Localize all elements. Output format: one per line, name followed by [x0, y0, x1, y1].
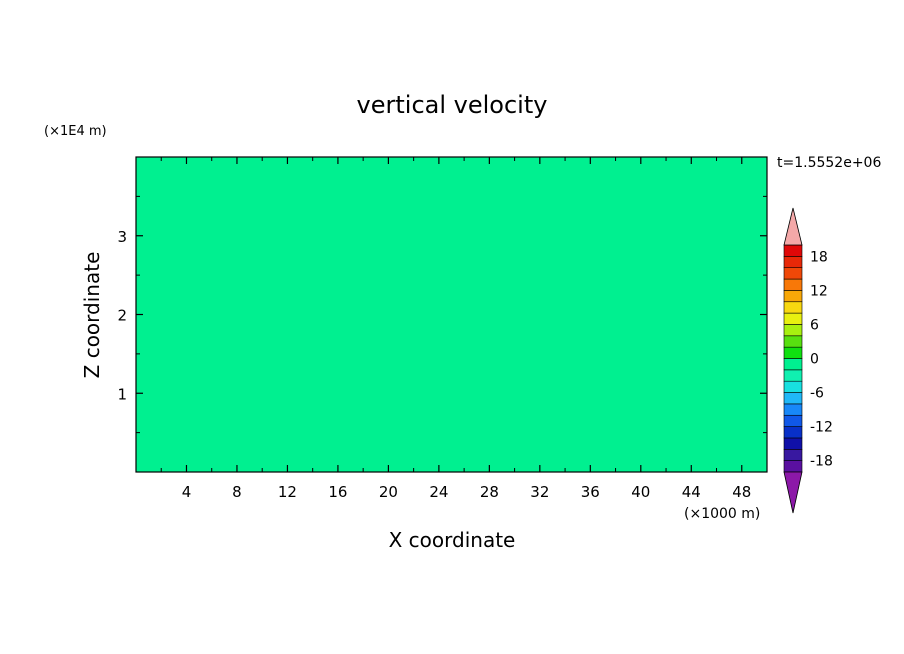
colorbar-swatch	[783, 301, 803, 314]
x-tick-label: 48	[732, 483, 751, 501]
colorbar-swatch	[783, 278, 803, 291]
colorbar-tick-label: 6	[810, 317, 819, 333]
x-tick-label: 40	[631, 483, 650, 501]
x-tick-label: 8	[232, 483, 242, 501]
colorbar-swatch	[783, 290, 803, 303]
chart-title: vertical velocity	[357, 91, 548, 119]
colorbar: 18 12 6 0 -6 -12 -18	[783, 207, 833, 514]
x-tick-label: 12	[278, 483, 297, 501]
x-tick-label: 44	[682, 483, 701, 501]
colorbar-swatch	[783, 403, 803, 416]
colorbar-swatch	[783, 437, 803, 450]
colorbar-swatch	[783, 414, 803, 427]
colorbar-swatch	[783, 358, 803, 371]
colorbar-swatch	[783, 312, 803, 325]
colorbar-over-arrow	[783, 207, 803, 246]
colorbar-swatch	[783, 380, 803, 393]
colorbar-swatch	[783, 267, 803, 280]
x-tick-label: 16	[328, 483, 347, 501]
time-label: t=1.5552e+06	[777, 155, 881, 171]
x-tick-label: 28	[480, 483, 499, 501]
colorbar-swatch	[783, 460, 803, 473]
y-tick-label: 3	[117, 228, 127, 246]
colorbar-tick-label: 12	[810, 283, 828, 299]
colorbar-tick-label: -12	[810, 420, 833, 436]
colorbar-swatch	[783, 426, 803, 439]
x-tick-label: 32	[530, 483, 549, 501]
x-tick-label: 36	[581, 483, 600, 501]
colorbar-tick-label: 0	[810, 352, 819, 368]
colorbar-swatch	[783, 324, 803, 337]
y-axis-title: Z coordinate	[80, 252, 104, 379]
colorbar-tick-label: 18	[810, 249, 828, 265]
x-tick-label: 4	[182, 483, 192, 501]
colorbar-swatch	[783, 335, 803, 348]
colorbar-under-arrow	[783, 471, 803, 514]
x-axis-ticks: 4 8 12 16 20 24 28 32 36 40 44 48	[160, 157, 751, 501]
x-tick-label: 24	[429, 483, 448, 501]
y-tick-label: 2	[117, 307, 127, 325]
velocity-field	[136, 157, 767, 472]
colorbar-tick-label: -18	[810, 454, 833, 470]
colorbar-swatch	[783, 448, 803, 461]
x-tick-label: 20	[379, 483, 398, 501]
colorbar-swatch	[783, 346, 803, 359]
y-axis-ticks: 1 2 3	[117, 195, 767, 434]
x-axis-title: X coordinate	[389, 528, 516, 552]
x-unit-label: (×1000 m)	[684, 506, 760, 522]
colorbar-tick-label: -6	[810, 386, 824, 402]
colorbar-swatch	[783, 392, 803, 405]
field-background	[136, 157, 767, 472]
y-tick-label: 1	[117, 385, 127, 403]
colorbar-swatch	[783, 244, 803, 257]
colorbar-swatch	[783, 369, 803, 382]
colorbar-swatch	[783, 256, 803, 269]
y-unit-label: (×1E4 m)	[44, 124, 107, 139]
